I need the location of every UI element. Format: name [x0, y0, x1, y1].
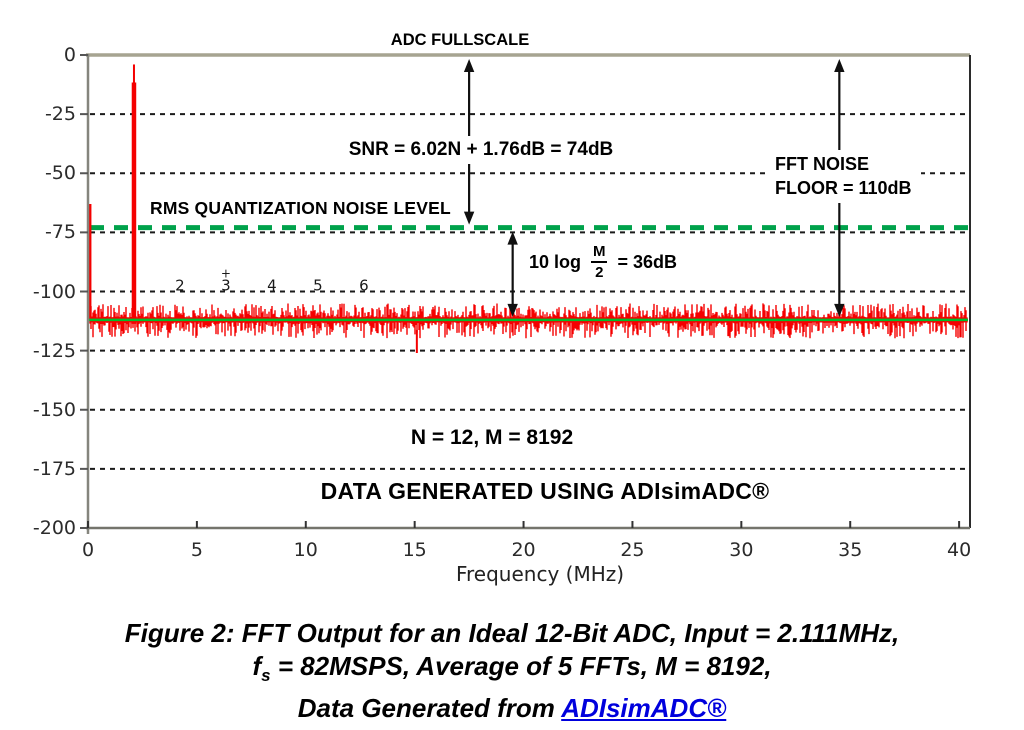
adc_fullscale-arrow-head-down [463, 211, 475, 225]
x-tick-label-5: 5 [190, 539, 203, 561]
fft-plot-canvas: 2 3+4 5 6 [80, 53, 971, 534]
process-gain-fraction: M 2 [589, 244, 610, 280]
caption-fs-symbol: f [252, 651, 262, 681]
y-tick-label-0: 0 [63, 44, 76, 66]
fft-noise-floor-line2: FLOOR = 110dB [775, 178, 912, 198]
caption-line-2: fs = 82MSPS, Average of 5 FFTs, M = 8192… [0, 650, 1024, 692]
x-tick-label-40: 40 [947, 539, 972, 561]
rms-quantization-noise-label: RMS QUANTIZATION NOISE LEVEL [150, 198, 451, 218]
process_gain-arrow-head-down [507, 303, 518, 317]
adc-fullscale-label: ADC FULLSCALE [390, 31, 530, 49]
harmonic-marker-4: 4 [267, 277, 277, 295]
snr-equation-label: SNR = 6.02N + 1.76dB = 74dB [340, 136, 622, 164]
harmonic-marker-3: 3 [221, 277, 231, 295]
x-axis-title: Frequency (MHz) [455, 562, 625, 586]
x-tick-label-10: 10 [293, 539, 318, 561]
caption-line-2-text: = 82MSPS, Average of 5 FFTs, M = 8192, [270, 651, 772, 681]
x-tick-label-0: 0 [81, 539, 95, 561]
adc_fullscale-arrow-head-up [463, 59, 475, 72]
adisimadc-link[interactable]: ADIsimADC® [561, 693, 727, 724]
harmonic-marker-2: 2 [175, 277, 185, 295]
y-tick-label--75: -75 [44, 221, 76, 244]
process-gain-prefix: 10 log [529, 251, 582, 272]
harmonic-marker-5: 5 [313, 277, 323, 295]
figure-caption: Figure 2: FFT Output for an Ideal 12-Bit… [0, 617, 1024, 725]
x-tick-label-15: 15 [402, 539, 427, 561]
y-tick-label--100: -100 [32, 280, 76, 303]
y-tick-label--200: -200 [32, 517, 76, 539]
caption-line-3: Data Generated from ADIsimADC® [0, 692, 1024, 725]
fft-noise-floor-label: FFT NOISE FLOOR = 110dB [766, 150, 921, 203]
harmonic-marker-3-flag: + [221, 267, 231, 281]
y-tick-label--125: -125 [32, 339, 76, 362]
y-tick-label--50: -50 [44, 162, 76, 185]
harmonic-marker-6: 6 [359, 277, 369, 295]
x-tick-label-30: 30 [729, 539, 754, 561]
caption-fs-subscript: s [261, 666, 271, 686]
simulation-parameters-label: N = 12, M = 8192 [410, 426, 574, 449]
fft-noise-floor-line1: FFT NOISE [775, 154, 869, 174]
process_gain-arrow-head-up [507, 231, 518, 245]
process-gain-result: = 36dB [617, 251, 678, 272]
caption-line-3-text: Data Generated from [297, 693, 562, 724]
x-tick-label-35: 35 [838, 539, 863, 561]
fft-chart: 2 3 +4 5 6 ADC FULLSCALE SNR = 6.02N + 1.76d… [32, 31, 972, 586]
fft_noise_floor-arrow-head-up [834, 59, 845, 72]
fraction-denominator: 2 [591, 261, 608, 280]
y-tick-label--25: -25 [44, 103, 76, 126]
y-tick-label--150: -150 [32, 398, 76, 421]
x-tick-label-25: 25 [620, 539, 645, 561]
fraction-numerator: M [593, 243, 606, 260]
fft_noise_floor-arrow-head-down [834, 303, 845, 317]
process-gain-label: 10 log M 2 = 36dB [524, 242, 683, 282]
x-tick-label-20: 20 [511, 539, 536, 561]
y-tick-label--175: -175 [32, 457, 76, 480]
data-generated-label: DATA GENERATED USING ADIsimADC® [320, 478, 770, 504]
caption-line-1: Figure 2: FFT Output for an Ideal 12-Bit… [124, 618, 900, 648]
